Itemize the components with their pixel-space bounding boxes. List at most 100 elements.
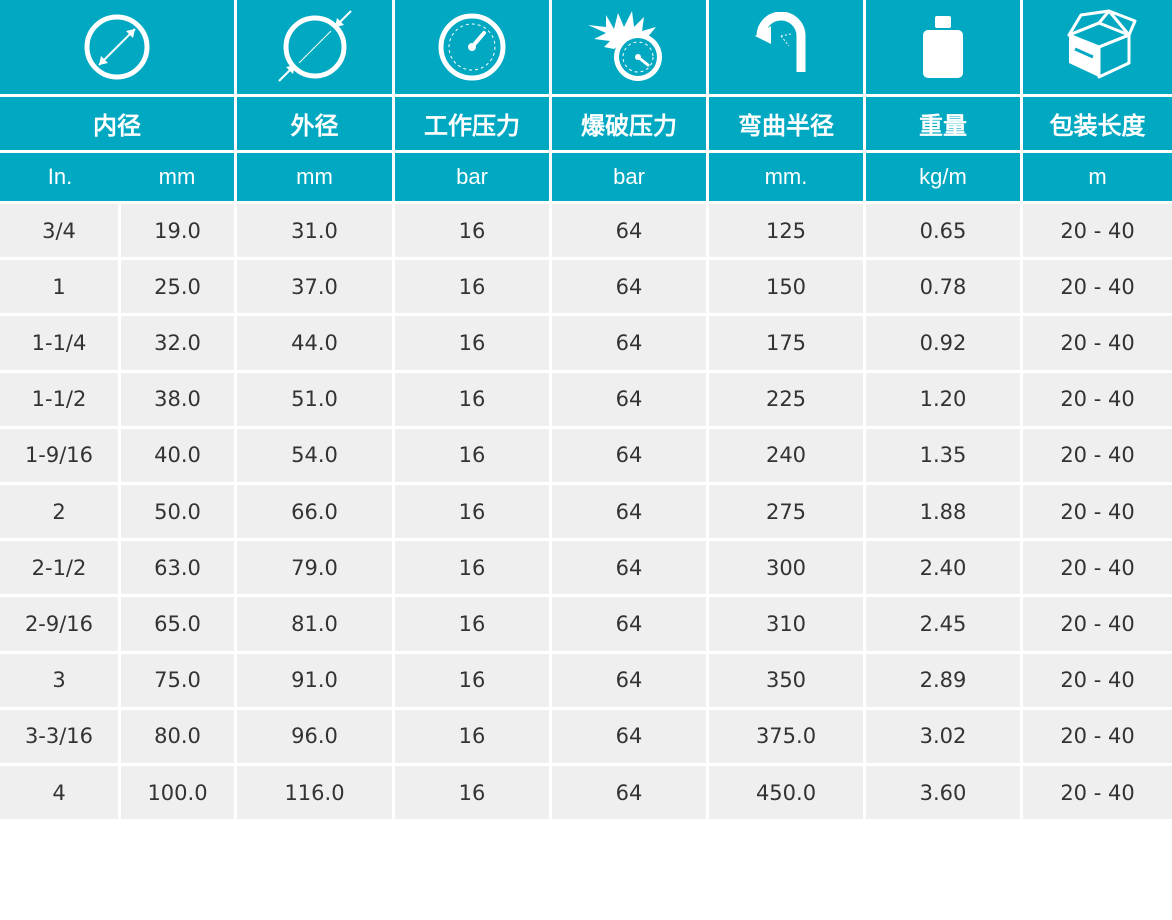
- weight-icon: [915, 12, 971, 82]
- header-working-pressure: 工作压力: [395, 97, 549, 150]
- table-cell: 20 - 40: [1023, 766, 1172, 820]
- table-cell: 16: [395, 597, 549, 651]
- table-cell: 20 - 40: [1023, 485, 1172, 539]
- table-cell: 150: [709, 260, 863, 314]
- table-cell: 40.0: [121, 428, 234, 482]
- table-cell: 64: [552, 316, 706, 370]
- table-cell: 2.89: [866, 653, 1020, 707]
- table-cell: 4: [0, 766, 118, 820]
- table-cell: 91.0: [237, 653, 392, 707]
- table-cell: 175: [709, 316, 863, 370]
- header-package-length: 包装长度: [1023, 97, 1172, 150]
- burst-pressure-icon: [584, 9, 674, 85]
- table-cell: 20 - 40: [1023, 653, 1172, 707]
- icon-cell-bend-radius: [709, 0, 863, 94]
- table-cell: 450.0: [709, 766, 863, 820]
- bend-radius-icon: [751, 12, 821, 82]
- icon-cell-weight: [866, 0, 1020, 94]
- table-cell: 20 - 40: [1023, 709, 1172, 763]
- table-cell: 37.0: [237, 260, 392, 314]
- table-cell: 20 - 40: [1023, 597, 1172, 651]
- package-box-icon: [1059, 9, 1137, 85]
- table-cell: 64: [552, 766, 706, 820]
- table-cell: 64: [552, 428, 706, 482]
- icon-cell-burst-pressure: [552, 0, 706, 94]
- table-cell: 96.0: [237, 709, 392, 763]
- table-cell: 16: [395, 541, 549, 595]
- table-cell: 1.20: [866, 372, 1020, 426]
- icon-cell-package-length: [1023, 0, 1172, 94]
- table-cell: 54.0: [237, 428, 392, 482]
- table-cell: 2-9/16: [0, 597, 118, 651]
- table-cell: 20 - 40: [1023, 541, 1172, 595]
- table-cell: 16: [395, 653, 549, 707]
- table-cell: 0.65: [866, 204, 1020, 258]
- table-cell: 64: [552, 709, 706, 763]
- table-cell: 16: [395, 204, 549, 258]
- table-cell: 2.40: [866, 541, 1020, 595]
- table-cell: 275: [709, 485, 863, 539]
- table-cell: 125: [709, 204, 863, 258]
- header-bend-radius: 弯曲半径: [709, 97, 863, 150]
- table-cell: 80.0: [121, 709, 234, 763]
- table-cell: 225: [709, 372, 863, 426]
- hose-spec-table: 内径 外径 工作压力 爆破压力 弯曲半径 重量 包装长度 In. mm mm b…: [0, 0, 1172, 820]
- table-cell: 3-3/16: [0, 709, 118, 763]
- table-cell: 66.0: [237, 485, 392, 539]
- table-cell: 16: [395, 428, 549, 482]
- table-cell: 116.0: [237, 766, 392, 820]
- table-cell: 75.0: [121, 653, 234, 707]
- icon-cell-outer-diameter: [237, 0, 392, 94]
- table-cell: 3.60: [866, 766, 1020, 820]
- table-cell: 64: [552, 541, 706, 595]
- table-cell: 100.0: [121, 766, 234, 820]
- table-cell: 20 - 40: [1023, 260, 1172, 314]
- table-cell: 3/4: [0, 204, 118, 258]
- pressure-gauge-icon: [436, 11, 508, 83]
- table-cell: 1-9/16: [0, 428, 118, 482]
- table-cell: 51.0: [237, 372, 392, 426]
- table-cell: 3: [0, 653, 118, 707]
- outer-diameter-icon: [275, 9, 355, 85]
- table-cell: 2-1/2: [0, 541, 118, 595]
- table-cell: 3.02: [866, 709, 1020, 763]
- table-cell: 25.0: [121, 260, 234, 314]
- table-cell: 64: [552, 485, 706, 539]
- table-cell: 20 - 40: [1023, 428, 1172, 482]
- table-cell: 64: [552, 597, 706, 651]
- table-cell: 240: [709, 428, 863, 482]
- table-cell: 20 - 40: [1023, 204, 1172, 258]
- table-cell: 32.0: [121, 316, 234, 370]
- table-cell: 38.0: [121, 372, 234, 426]
- icon-cell-working-pressure: [395, 0, 549, 94]
- table-cell: 1-1/4: [0, 316, 118, 370]
- table-cell: 350: [709, 653, 863, 707]
- table-cell: 19.0: [121, 204, 234, 258]
- unit-working-bar: bar: [395, 153, 549, 201]
- unit-weight-kgm: kg/m: [866, 153, 1020, 201]
- table-cell: 16: [395, 372, 549, 426]
- table-cell: 64: [552, 372, 706, 426]
- header-burst-pressure: 爆破压力: [552, 97, 706, 150]
- table-cell: 31.0: [237, 204, 392, 258]
- table-cell: 44.0: [237, 316, 392, 370]
- unit-inner-mm: mm: [120, 153, 234, 201]
- table-cell: 2: [0, 485, 118, 539]
- table-cell: 1.88: [866, 485, 1020, 539]
- unit-length-m: m: [1023, 153, 1172, 201]
- table-cell: 1.35: [866, 428, 1020, 482]
- table-cell: 1-1/2: [0, 372, 118, 426]
- icon-cell-inner-diameter: [0, 0, 234, 94]
- table-cell: 64: [552, 204, 706, 258]
- unit-bend-mm: mm.: [709, 153, 863, 201]
- unit-burst-bar: bar: [552, 153, 706, 201]
- table-cell: 64: [552, 260, 706, 314]
- table-cell: 375.0: [709, 709, 863, 763]
- table-cell: 65.0: [121, 597, 234, 651]
- table-cell: 0.78: [866, 260, 1020, 314]
- table-cell: 16: [395, 316, 549, 370]
- table-cell: 16: [395, 260, 549, 314]
- table-cell: 310: [709, 597, 863, 651]
- table-cell: 1: [0, 260, 118, 314]
- table-cell: 16: [395, 766, 549, 820]
